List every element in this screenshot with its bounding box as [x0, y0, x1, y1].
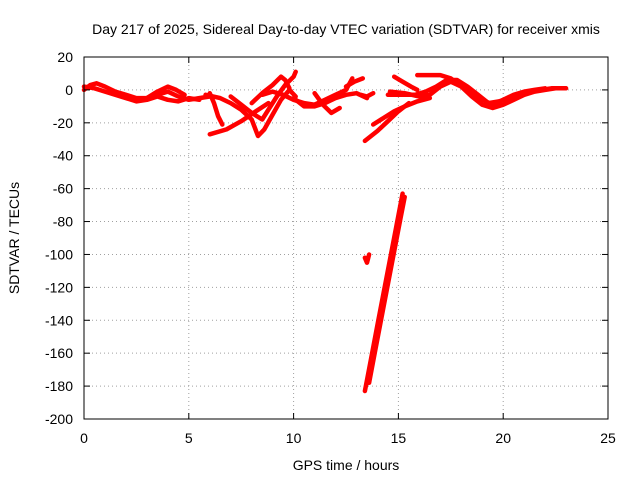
y-tick-label: -120	[45, 279, 73, 295]
gridlines	[84, 57, 608, 419]
plot-frame	[83, 56, 609, 420]
x-tick-label: 15	[391, 430, 407, 446]
x-tick-label: 10	[286, 430, 302, 446]
y-tick-label: -160	[45, 345, 73, 361]
x-tick-label: 0	[80, 430, 88, 446]
x-tick-label: 20	[495, 430, 511, 446]
y-axis-label: SDTVAR / TECUs	[6, 182, 22, 294]
y-tick-label: -80	[53, 214, 73, 230]
satellite-trace-13	[358, 90, 376, 99]
y-tick-label: -40	[53, 148, 73, 164]
satellite-trace-12	[343, 76, 366, 89]
y-tick-label: -200	[45, 411, 73, 427]
satellite-trace-9	[259, 76, 355, 107]
satellite-trace-7	[228, 69, 298, 122]
y-tick-label: 0	[65, 82, 73, 98]
satellite-trace-10	[291, 90, 370, 109]
satellite-trace-11	[312, 90, 342, 116]
satellite-trace-3	[144, 84, 187, 101]
chart-title: Day 217 of 2025, Sidereal Day-to-day VTE…	[92, 21, 600, 37]
satellite-trace-21	[362, 191, 405, 394]
data-traces	[81, 69, 569, 394]
x-tick-label: 25	[600, 430, 616, 446]
satellite-trace-5	[207, 100, 271, 137]
satellite-trace-22	[366, 194, 407, 386]
y-tick-label: 20	[57, 49, 73, 65]
y-tick-labels: 20 0 -20 -40 -60 -80 -100 -120 -140 -160 -180 -200	[45, 49, 73, 427]
y-tick-label: -140	[45, 312, 73, 328]
satellite-trace-15	[370, 95, 433, 127]
x-axis-label: GPS time / hours	[293, 457, 400, 473]
y-tick-label: -180	[45, 378, 73, 394]
y-tick-label: -20	[53, 115, 73, 131]
satellite-trace-20	[362, 252, 372, 265]
x-tick-labels: 0 5 10 15 20 25	[80, 430, 616, 446]
x-tick-label: 5	[185, 430, 193, 446]
axis-ticks	[83, 56, 609, 420]
satellite-trace-19	[391, 74, 420, 93]
satellite-trace-18	[415, 72, 569, 111]
y-tick-label: -100	[45, 246, 73, 262]
y-tick-label: -60	[53, 181, 73, 197]
satellite-trace-2	[81, 84, 202, 104]
